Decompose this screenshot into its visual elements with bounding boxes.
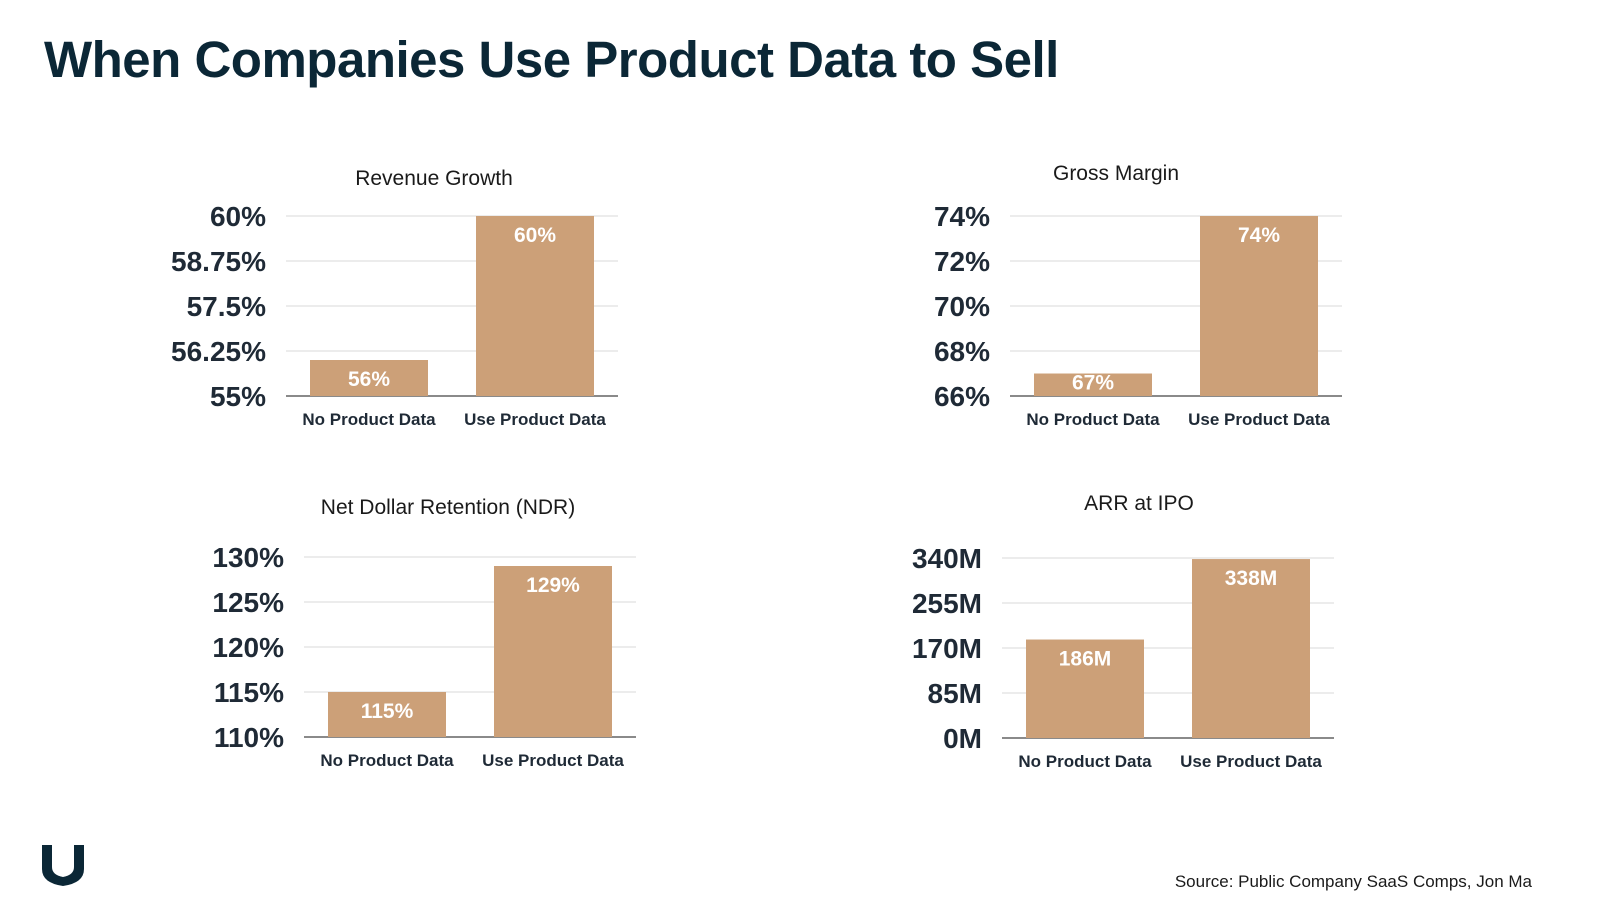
bar: [1026, 639, 1144, 738]
bar-value-label: 129%: [526, 574, 580, 597]
chart-revenue-growth: Revenue Growth 60% 58.75% 57.5% 56.25% 55% 56%…: [150, 155, 930, 495]
chart-svg: Gross Margin 74% 72% 70% 68% 66% 67% No Product…: [934, 162, 1342, 429]
x-category-label: Use Product Data: [1188, 410, 1330, 429]
bar: [1192, 559, 1310, 738]
bar: [1034, 373, 1152, 396]
chart-svg: ARR at IPO 340M 255M 170M 85M 0M 186M No Produc…: [912, 492, 1334, 771]
y-tick-label: 55%: [210, 381, 266, 412]
y-tick-label: 110%: [214, 722, 284, 753]
y-tick-label: 115%: [214, 677, 284, 708]
y-tick-label: 125%: [212, 587, 284, 618]
bar: [476, 216, 594, 396]
bar-value-label: 115%: [361, 700, 414, 723]
y-tick-label: 130%: [212, 542, 284, 573]
x-category-label: No Product Data: [320, 751, 454, 770]
brand-logo-icon: [42, 845, 84, 886]
bar: [328, 692, 446, 737]
bar-value-label: 186M: [1059, 648, 1112, 671]
y-tick-label: 66%: [934, 381, 990, 412]
x-category-label: No Product Data: [302, 410, 436, 429]
chart-gross-margin: Gross Margin 74% 72% 70% 68% 66% 67% No Product…: [874, 150, 1600, 490]
y-tick-label: 74%: [934, 201, 990, 232]
x-category-label: Use Product Data: [1180, 752, 1322, 771]
y-tick-label: 170M: [912, 633, 982, 664]
y-tick-label: 68%: [934, 336, 990, 367]
bar-value-label: 67%: [1072, 372, 1114, 395]
y-tick-label: 0M: [943, 723, 982, 754]
chart-svg: Net Dollar Retention (NDR) 130% 125% 120% 11…: [212, 496, 636, 770]
y-tick-label: 120%: [212, 632, 284, 663]
bar-value-label: 60%: [514, 224, 556, 247]
bar: [1200, 216, 1318, 396]
y-tick-label: 56.25%: [171, 336, 266, 367]
chart-title: ARR at IPO: [1084, 492, 1194, 515]
bar: [310, 360, 428, 396]
bar-value-label: 74%: [1238, 224, 1280, 247]
chart-svg: Revenue Growth 60% 58.75% 57.5% 56.25% 55% 56%…: [171, 167, 618, 429]
chart-title: Gross Margin: [1053, 162, 1179, 185]
source-note: Source: Public Company SaaS Comps, Jon M…: [1174, 872, 1532, 891]
bar-value-label: 56%: [348, 368, 390, 391]
chart-title: Revenue Growth: [355, 167, 513, 190]
y-tick-label: 85M: [928, 678, 982, 709]
bar-value-label: 338M: [1225, 567, 1278, 590]
chart-net-dollar-retention: Net Dollar Retention (NDR) 130% 125% 120% 11…: [168, 484, 948, 824]
y-tick-label: 72%: [934, 246, 990, 277]
x-category-label: No Product Data: [1026, 410, 1160, 429]
bar: [494, 566, 612, 737]
x-category-label: Use Product Data: [482, 751, 624, 770]
y-tick-label: 340M: [912, 543, 982, 574]
chart-title: Net Dollar Retention (NDR): [321, 496, 575, 519]
y-tick-label: 57.5%: [187, 291, 266, 322]
x-category-label: No Product Data: [1018, 752, 1152, 771]
y-tick-label: 255M: [912, 588, 982, 619]
y-tick-label: 70%: [934, 291, 990, 322]
y-tick-label: 58.75%: [171, 246, 266, 277]
chart-arr-at-ipo: ARR at IPO 340M 255M 170M 85M 0M 186M No Produc…: [866, 480, 1600, 820]
page-title: When Companies Use Product Data to Sell: [44, 31, 1059, 88]
x-category-label: Use Product Data: [464, 410, 606, 429]
y-tick-label: 60%: [210, 201, 266, 232]
